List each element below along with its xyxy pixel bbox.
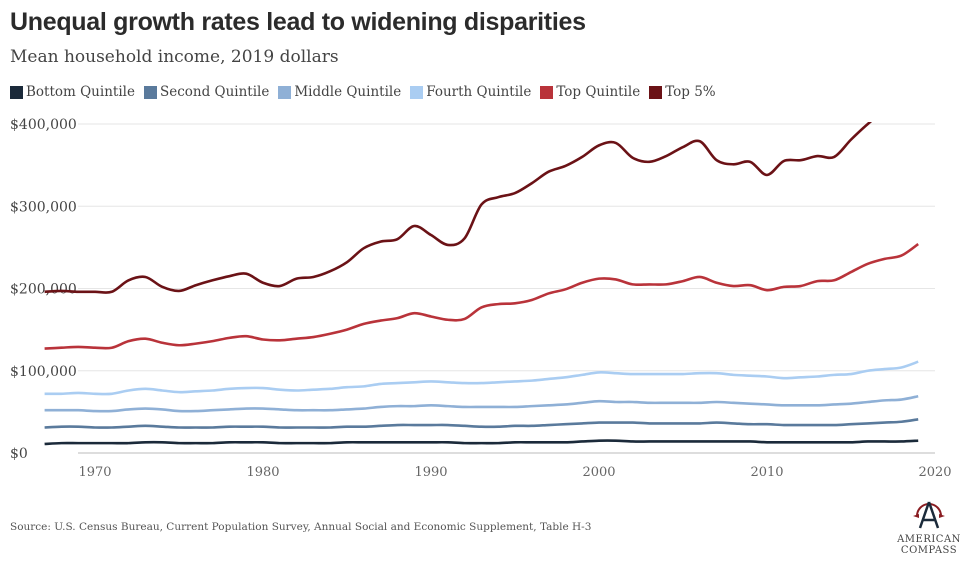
series-line-middle-quintile xyxy=(44,394,919,413)
legend-item[interactable]: Top Quintile xyxy=(540,84,640,100)
series-line-bottom-quintile xyxy=(44,439,919,446)
legend-label: Fourth Quintile xyxy=(426,84,532,100)
legend-item[interactable]: Second Quintile xyxy=(143,84,270,100)
legend-label: Second Quintile xyxy=(159,84,270,100)
x-tick-label: 1970 xyxy=(78,465,111,480)
legend-label: Top 5% xyxy=(665,84,716,100)
y-tick-label: $0 xyxy=(10,446,28,462)
logo-text-1: AMERICAN xyxy=(897,534,961,545)
legend: Bottom Quintile Second Quintile Middle Qui… xyxy=(10,84,716,100)
series-line-top-quintile xyxy=(44,243,919,350)
x-tick-label: 2020 xyxy=(918,465,951,480)
legend-label: Middle Quintile xyxy=(294,84,402,100)
chart-subtitle: Mean household income, 2019 dollars xyxy=(10,47,339,67)
legend-label: Top Quintile xyxy=(556,84,641,100)
legend-item[interactable]: Middle Quintile xyxy=(278,84,401,100)
x-tick-label: 1990 xyxy=(414,465,447,480)
compass-logo-icon xyxy=(913,501,945,529)
y-tick-label: $100,000 xyxy=(10,364,77,380)
legend-swatch xyxy=(143,85,157,99)
legend-item[interactable]: Fourth Quintile xyxy=(410,84,531,100)
series-line-fourth-quintile xyxy=(44,360,919,396)
legend-swatch xyxy=(649,85,663,99)
american-compass-logo: AMERICAN COMPASS xyxy=(884,500,974,556)
series-line-top-5- xyxy=(44,122,873,294)
legend-swatch xyxy=(10,85,23,99)
logo-text-2: COMPASS xyxy=(900,545,958,556)
source-note: Source: U.S. Census Bureau, Current Popu… xyxy=(10,521,592,533)
y-tick-label: $200,000 xyxy=(10,282,77,298)
legend-swatch xyxy=(410,85,424,99)
x-tick-label: 2010 xyxy=(750,465,783,480)
series-line-second-quintile xyxy=(44,417,919,429)
legend-label: Bottom Quintile xyxy=(26,84,135,100)
legend-item[interactable]: Bottom Quintile xyxy=(10,84,135,100)
legend-swatch xyxy=(540,85,554,99)
y-tick-label: $300,000 xyxy=(10,199,77,215)
legend-swatch xyxy=(278,85,292,99)
y-tick-label: $400,000 xyxy=(10,117,77,133)
x-tick-label: 1980 xyxy=(246,465,279,480)
legend-item[interactable]: Top 5% xyxy=(649,84,716,100)
x-tick-label: 2000 xyxy=(582,465,615,480)
chart-title: Unequal growth rates lead to widening di… xyxy=(10,8,586,36)
